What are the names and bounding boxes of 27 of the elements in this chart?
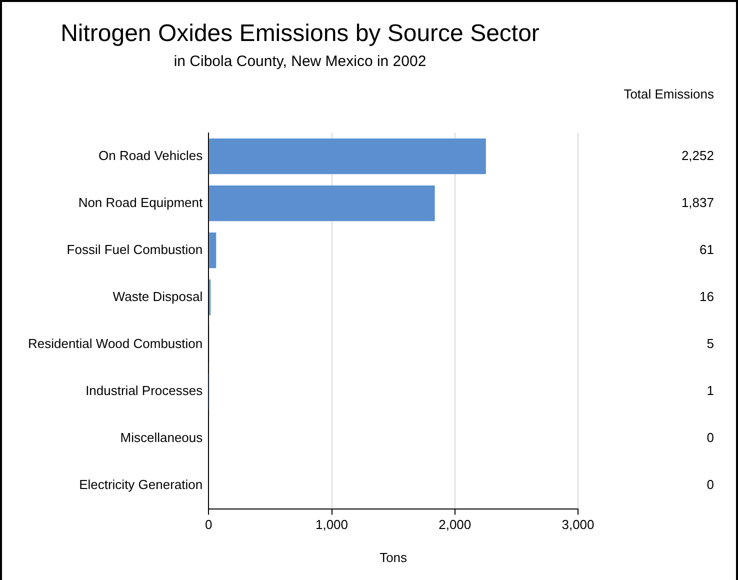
data-label: 2,252 xyxy=(681,148,714,163)
bar xyxy=(209,185,435,222)
bar xyxy=(209,232,216,268)
data-label: 0 xyxy=(706,476,714,492)
data-label: 61 xyxy=(700,242,714,257)
text: Total Emissions xyxy=(624,86,714,102)
y-tick-label: Industrial Processes xyxy=(86,382,204,398)
y-tick-label: Fossil Fuel Combustion xyxy=(66,242,203,257)
y-tick-label: Non Road Equipment xyxy=(78,194,204,210)
data-label: 0 xyxy=(706,430,714,445)
y-tick-label: Electricity Generation xyxy=(79,476,203,492)
y-tick-label: Residential Wood Combustion xyxy=(28,336,203,351)
data-label: 16 xyxy=(700,288,714,304)
y-tick-label: Miscellaneous xyxy=(120,430,204,445)
chart-title: Nitrogen Oxides Emissions by Source Sector xyxy=(60,20,540,48)
y-tick-label: On Road Vehicles xyxy=(98,148,204,163)
data-label: 1,837 xyxy=(681,194,714,210)
x-tick-label: 1,000 xyxy=(315,517,348,532)
data-label: 1 xyxy=(706,382,714,398)
y-tick-label: Waste Disposal xyxy=(112,288,203,304)
bar xyxy=(209,138,486,174)
data-label: 5 xyxy=(706,336,714,351)
x-axis-title: Tons xyxy=(380,550,408,565)
x-tick-label: 0 xyxy=(205,517,212,532)
x-tick-label: 3,000 xyxy=(562,517,594,532)
x-tick-label: 2,000 xyxy=(438,517,472,532)
chart-subtitle: in Cibola County, New Mexico in 2002 xyxy=(174,52,426,70)
